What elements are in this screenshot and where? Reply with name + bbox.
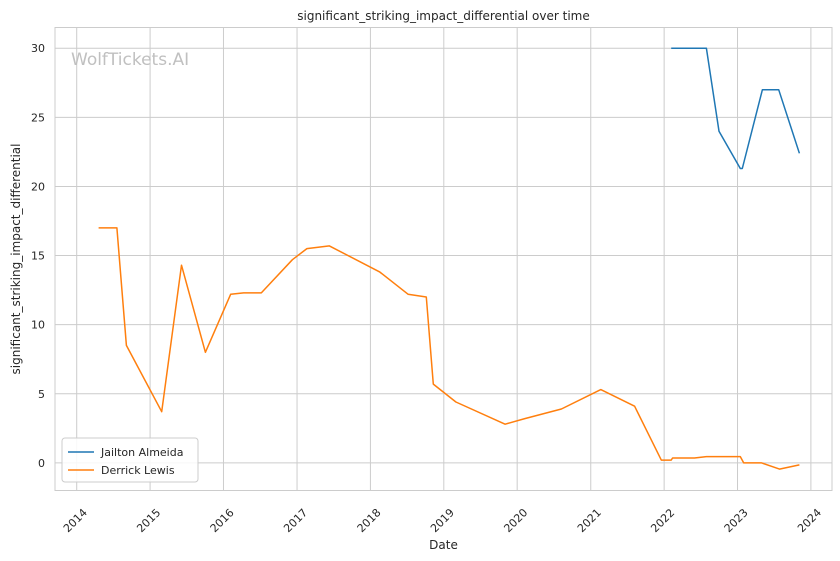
- y-tick-label: 10: [31, 319, 45, 332]
- y-tick-label: 15: [31, 250, 45, 263]
- y-tick-label: 5: [38, 388, 45, 401]
- y-tick-label: 30: [31, 42, 45, 55]
- legend-label-derrick-lewis: Derrick Lewis: [101, 464, 175, 477]
- plot-frame: [54, 27, 833, 491]
- chart-title: significant_striking_impact_differential…: [297, 9, 589, 23]
- y-axis-title: significant_striking_impact_differential: [9, 144, 23, 375]
- y-tick-label: 25: [31, 111, 45, 124]
- legend-box: [61, 437, 199, 483]
- legend: Jailton Almeida Derrick Lewis: [61, 437, 199, 483]
- y-axis-ticks: 0 5 10 15 20 25 30: [31, 42, 45, 470]
- series-lines: [98, 47, 801, 470]
- watermark: WolfTickets.AI: [71, 50, 189, 70]
- y-tick-label: 0: [38, 457, 45, 470]
- series-line-jailton-almeida: [671, 47, 801, 170]
- x-axis-title: Date: [429, 538, 458, 552]
- y-tick-label: 20: [31, 180, 45, 193]
- legend-label-jailton-almeida: Jailton Almeida: [100, 446, 183, 459]
- series-line-derrick-lewis: [98, 227, 800, 470]
